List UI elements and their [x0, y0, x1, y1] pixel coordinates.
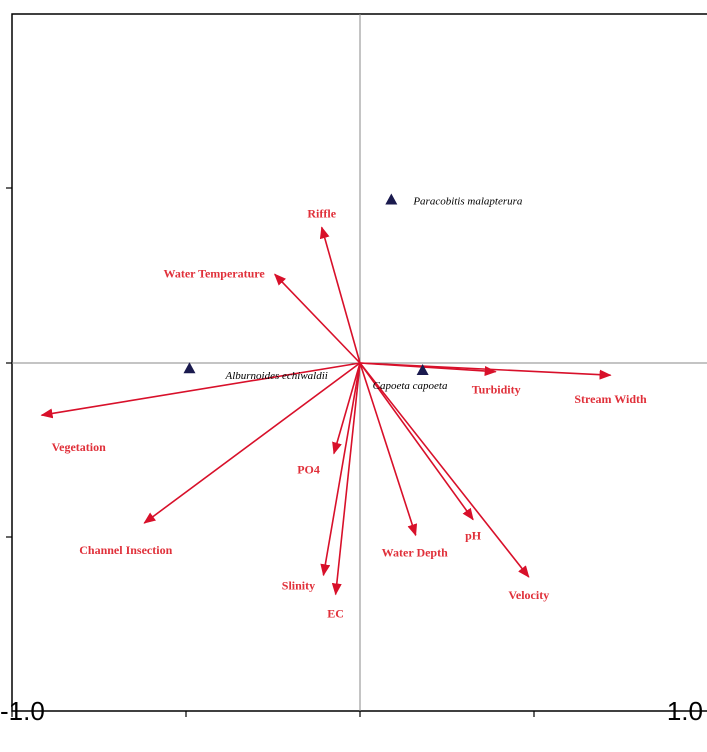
- label-po4: PO4: [297, 462, 320, 476]
- species-label-alburnoides-echiwaldii: Alburnoides echiwaldii: [224, 370, 327, 382]
- arrow-ph: [359, 362, 474, 521]
- arrow-po4: [332, 362, 361, 455]
- label-turbidity: Turbidity: [472, 383, 521, 397]
- arrow-stream-width: [359, 362, 612, 380]
- species-marker-paracobitis-malapterura: [385, 193, 398, 205]
- label-ec: EC: [327, 606, 344, 620]
- arrow-ec: [331, 362, 361, 596]
- label-ph: pH: [465, 529, 482, 543]
- species-label-capoeta-capoeta: Capoeta capoeta: [373, 380, 448, 392]
- label-slinity: Slinity: [282, 578, 315, 592]
- label-water-depth: Water Depth: [382, 545, 448, 559]
- species-label-paracobitis-malapterura: Paracobitis malapterura: [412, 195, 523, 207]
- label-channel-insection: Channel Insection: [79, 543, 172, 557]
- arrow-water-depth: [359, 362, 418, 537]
- arrow-slinity: [320, 362, 361, 577]
- arrow-water-temperature: [274, 273, 361, 364]
- species-marker-capoeta-capoeta: [416, 363, 429, 375]
- label-velocity: Velocity: [508, 588, 549, 602]
- arrow-channel-insection: [143, 362, 361, 524]
- species-marker-alburnoides-echiwaldii: [183, 362, 196, 374]
- arrow-riffle: [319, 226, 361, 364]
- label-vegetation: Vegetation: [52, 440, 107, 454]
- arrow-vegetation: [40, 362, 361, 419]
- label-stream-width: Stream Width: [574, 392, 647, 406]
- x-tick-label-max: 1.0: [666, 696, 703, 726]
- x-tick-label-min: -1.0: [0, 696, 45, 726]
- label-water-temperature: Water Temperature: [164, 266, 266, 280]
- label-riffle: Riffle: [307, 206, 336, 220]
- arrow-velocity: [359, 362, 530, 578]
